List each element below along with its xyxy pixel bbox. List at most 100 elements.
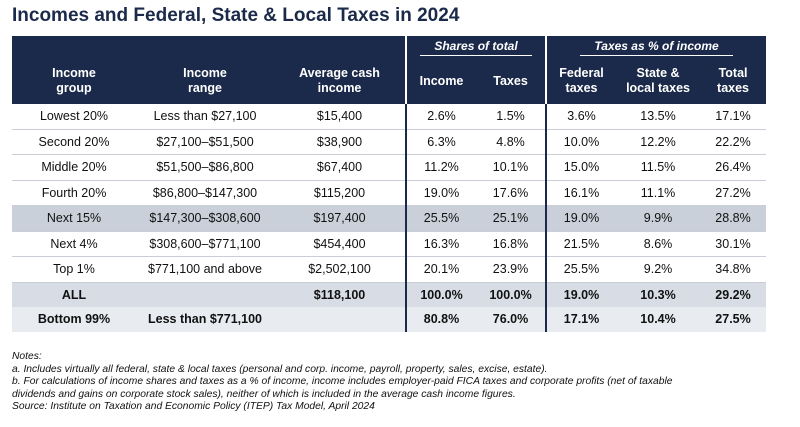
- cell-state-local: 12.2%: [616, 129, 701, 155]
- cell-taxes-share: 4.8%: [476, 129, 547, 155]
- cell-federal: 15.0%: [545, 154, 617, 181]
- cell-state-local: 9.2%: [616, 256, 701, 283]
- cell-range: Less than $771,100: [136, 307, 274, 332]
- cell-total: 28.8%: [700, 205, 767, 232]
- cell-group: ALL: [12, 282, 136, 307]
- cell-total: 30.1%: [700, 231, 767, 257]
- col-income-group: Income group: [12, 58, 136, 104]
- cell-total: 27.2%: [700, 180, 767, 206]
- cell-group: Fourth 20%: [12, 180, 136, 206]
- cell-avg-income: $197,400: [274, 205, 407, 232]
- col-avg-cash-income: Average cash income: [274, 58, 407, 104]
- cell-income-share: 100.0%: [405, 282, 477, 307]
- cell-range: $771,100 and above: [136, 256, 274, 283]
- cell-range: Less than $27,100: [136, 104, 274, 130]
- table-row: Top 1% $771,100 and above $2,502,100 20.…: [12, 256, 767, 283]
- cell-group: Next 4%: [12, 231, 136, 257]
- cell-total: 27.5%: [700, 307, 767, 332]
- cell-avg-income: $115,200: [274, 180, 407, 206]
- cell-state-local: 10.3%: [616, 282, 701, 307]
- header-column-row: Income group Income range Average cash inco…: [12, 58, 767, 104]
- cell-group: Middle 20%: [12, 154, 136, 181]
- cell-range: $147,300–$308,600: [136, 205, 274, 232]
- cell-group: Lowest 20%: [12, 104, 136, 130]
- cell-group: Top 1%: [12, 256, 136, 283]
- header-group-shares: Shares of total: [405, 36, 547, 58]
- cell-total: 29.2%: [700, 282, 767, 307]
- cell-income-share: 6.3%: [405, 129, 477, 155]
- col-total-taxes: Total taxes: [700, 58, 767, 104]
- cell-taxes-share: 23.9%: [476, 256, 547, 283]
- table-row: Next 4% $308,600–$771,100 $454,400 16.3%…: [12, 231, 767, 257]
- cell-group: Bottom 99%: [12, 307, 136, 332]
- header-blank: [12, 36, 407, 58]
- cell-range: $51,500–$86,800: [136, 154, 274, 181]
- cell-avg-income: $67,400: [274, 154, 407, 181]
- cell-federal: 19.0%: [545, 282, 617, 307]
- tax-table: Shares of total Taxes as % of income Inc…: [12, 36, 767, 332]
- cell-federal: 19.0%: [545, 205, 617, 232]
- note-b: b. For calculations of income shares and…: [12, 376, 673, 388]
- cell-avg-income: $2,502,100: [274, 256, 407, 283]
- cell-group: Second 20%: [12, 129, 136, 155]
- cell-state-local: 8.6%: [616, 231, 701, 257]
- cell-income-share: 80.8%: [405, 307, 477, 332]
- col-income-share: Income: [405, 58, 477, 104]
- cell-avg-income: $38,900: [274, 129, 407, 155]
- cell-income-share: 25.5%: [405, 205, 477, 232]
- cell-state-local: 13.5%: [616, 104, 701, 130]
- cell-federal: 3.6%: [545, 104, 617, 130]
- cell-taxes-share: 17.6%: [476, 180, 547, 206]
- notes-heading: Notes:: [12, 351, 42, 362]
- cell-state-local: 9.9%: [616, 205, 701, 232]
- header-group-taxes: Taxes as % of income: [545, 36, 767, 58]
- cell-total: 17.1%: [700, 104, 767, 130]
- table-row: Lowest 20% Less than $27,100 $15,400 2.6…: [12, 104, 767, 130]
- note-b-continued: dividends and gains on corporate stock s…: [12, 388, 516, 400]
- cell-taxes-share: 10.1%: [476, 154, 547, 181]
- cell-avg-income: $454,400: [274, 231, 407, 257]
- header-group-row: Shares of total Taxes as % of income: [12, 36, 767, 58]
- cell-avg-income: [274, 307, 407, 332]
- source-line: Source: Institute on Taxation and Econom…: [12, 401, 375, 413]
- table-row-highlighted: Next 15% $147,300–$308,600 $197,400 25.5…: [12, 205, 767, 232]
- table-row: Fourth 20% $86,800–$147,300 $115,200 19.…: [12, 180, 767, 206]
- cell-range: $308,600–$771,100: [136, 231, 274, 257]
- cell-range: $27,100–$51,500: [136, 129, 274, 155]
- table-row-all: ALL $118,100 100.0% 100.0% 19.0% 10.3% 2…: [12, 282, 767, 307]
- cell-income-share: 2.6%: [405, 104, 477, 130]
- cell-federal: 21.5%: [545, 231, 617, 257]
- cell-state-local: 11.5%: [616, 154, 701, 181]
- notes-block: Notes: a. Includes virtually all federal…: [12, 351, 788, 414]
- cell-range: $86,800–$147,300: [136, 180, 274, 206]
- cell-income-share: 20.1%: [405, 256, 477, 283]
- cell-range: [136, 282, 274, 307]
- cell-taxes-share: 1.5%: [476, 104, 547, 130]
- cell-total: 22.2%: [700, 129, 767, 155]
- cell-income-share: 16.3%: [405, 231, 477, 257]
- table-row-bottom-99: Bottom 99% Less than $771,100 80.8% 76.0…: [12, 307, 767, 332]
- table-row: Second 20% $27,100–$51,500 $38,900 6.3% …: [12, 129, 767, 155]
- col-federal-taxes: Federal taxes: [545, 58, 617, 104]
- cell-taxes-share: 100.0%: [476, 282, 547, 307]
- cell-avg-income: $118,100: [274, 282, 407, 307]
- col-state-local-taxes: State & local taxes: [616, 58, 701, 104]
- cell-federal: 10.0%: [545, 129, 617, 155]
- cell-federal: 17.1%: [545, 307, 617, 332]
- cell-total: 26.4%: [700, 154, 767, 181]
- cell-total: 34.8%: [700, 256, 767, 283]
- cell-federal: 16.1%: [545, 180, 617, 206]
- cell-federal: 25.5%: [545, 256, 617, 283]
- table-row: Middle 20% $51,500–$86,800 $67,400 11.2%…: [12, 154, 767, 181]
- cell-taxes-share: 25.1%: [476, 205, 547, 232]
- cell-state-local: 10.4%: [616, 307, 701, 332]
- cell-group: Next 15%: [12, 205, 136, 232]
- col-income-range: Income range: [136, 58, 274, 104]
- note-a: a. Includes virtually all federal, state…: [12, 363, 548, 375]
- cell-income-share: 11.2%: [405, 154, 477, 181]
- cell-taxes-share: 16.8%: [476, 231, 547, 257]
- cell-state-local: 11.1%: [616, 180, 701, 206]
- cell-taxes-share: 76.0%: [476, 307, 547, 332]
- page-title: Incomes and Federal, State & Local Taxes…: [12, 5, 460, 26]
- cell-income-share: 19.0%: [405, 180, 477, 206]
